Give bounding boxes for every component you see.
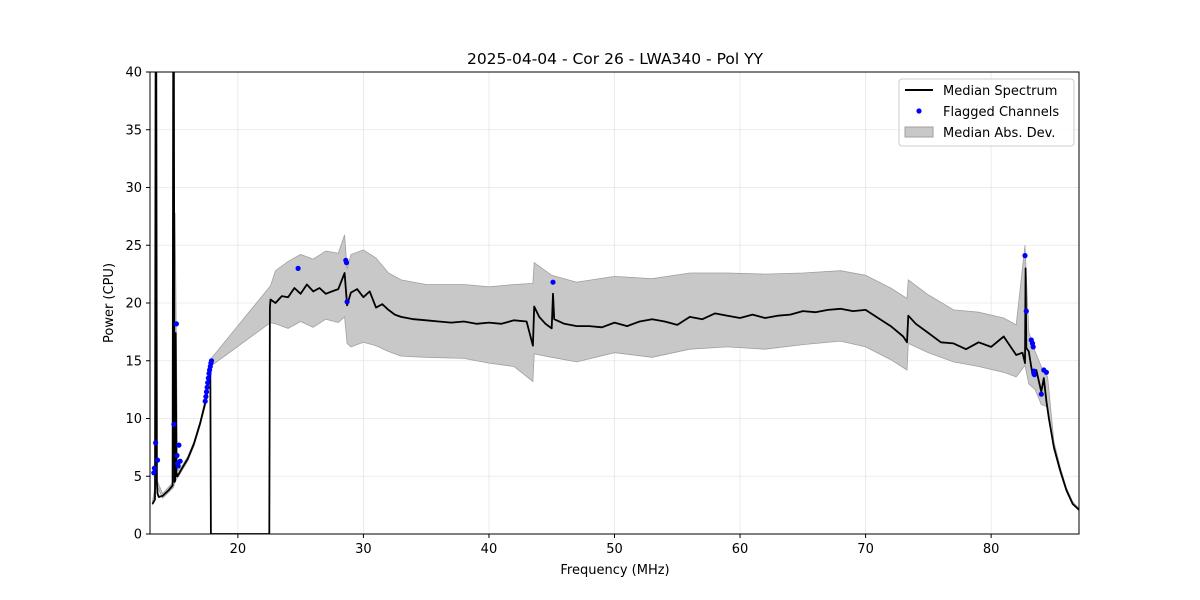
flagged-channel-point <box>151 470 157 476</box>
flagged-channel-point <box>175 463 181 469</box>
flagged-channel-point <box>203 394 209 400</box>
legend-flagged-label: Flagged Channels <box>943 105 1059 120</box>
y-tick-label: 25 <box>125 239 142 254</box>
x-tick-label: 20 <box>230 542 247 557</box>
flagged-channel-point <box>153 440 159 446</box>
x-axis-label: Frequency (MHz) <box>560 563 669 578</box>
y-tick-label: 30 <box>125 181 142 196</box>
x-tick-label: 80 <box>983 542 1000 557</box>
flagged-channel-point <box>1023 308 1029 314</box>
mad-band-layer <box>152 212 1079 512</box>
legend-mad-label: Median Abs. Dev. <box>943 126 1055 141</box>
y-tick-label: 5 <box>134 470 142 485</box>
y-axis-label: Power (CPU) <box>102 263 117 343</box>
x-tick-label: 50 <box>606 542 623 557</box>
y-tick-label: 35 <box>125 123 142 138</box>
flagged-channel-point <box>1031 372 1037 378</box>
x-tick-label: 60 <box>732 542 749 557</box>
flagged-channel-point <box>1022 253 1028 259</box>
flagged-channel-point <box>171 421 177 427</box>
y-tick-label: 10 <box>125 412 142 427</box>
y-axis-ticks: 0 5 10 15 20 25 30 35 40 <box>125 66 150 543</box>
flagged-channel-point <box>174 452 180 459</box>
legend-flagged-swatch <box>916 108 922 114</box>
y-tick-label: 15 <box>125 354 142 369</box>
legend: Median Spectrum Flagged Channels Median … <box>898 78 1075 147</box>
y-tick-label: 20 <box>125 297 142 312</box>
flagged-channel-point <box>205 380 211 386</box>
chart-title: 2025-04-04 - Cor 26 - LWA340 - Pol YY <box>467 50 764 68</box>
flagged-channel-point <box>203 389 210 395</box>
legend-mad-swatch <box>904 126 934 138</box>
flagged-channel-point <box>205 375 211 381</box>
flagged-channel-point <box>177 458 183 464</box>
flagged-channel-point <box>1043 369 1049 375</box>
flagged-channel-point <box>151 465 157 471</box>
x-tick-label: 70 <box>857 542 874 557</box>
flagged-channel-point <box>343 260 350 266</box>
mad-band <box>152 212 1079 512</box>
y-tick-label: 0 <box>134 528 142 543</box>
flagged-channel-point <box>204 384 210 390</box>
flagged-channel-point <box>1030 344 1036 350</box>
legend-median-label: Median Spectrum <box>943 84 1057 99</box>
flagged-channel-point <box>1038 391 1044 397</box>
legend-box <box>898 78 1075 147</box>
flagged-channel-point <box>208 358 215 364</box>
x-tick-label: 30 <box>355 542 372 557</box>
x-axis-ticks: 20 30 40 50 60 70 80 <box>230 534 1000 557</box>
median-spectrum-line <box>151 72 1079 534</box>
median-line-layer <box>151 72 1079 534</box>
flagged-channel-point <box>154 457 161 463</box>
flagged-channel-point <box>176 442 182 448</box>
flagged-channel-point <box>173 321 179 327</box>
x-tick-label: 40 <box>481 542 498 557</box>
flagged-channel-point <box>550 279 556 285</box>
y-tick-label: 40 <box>125 66 142 81</box>
flagged-channel-point <box>344 299 350 305</box>
flagged-channel-point <box>295 265 301 271</box>
flagged-channel-point <box>202 398 208 404</box>
flagged-points-layer <box>151 253 1049 476</box>
